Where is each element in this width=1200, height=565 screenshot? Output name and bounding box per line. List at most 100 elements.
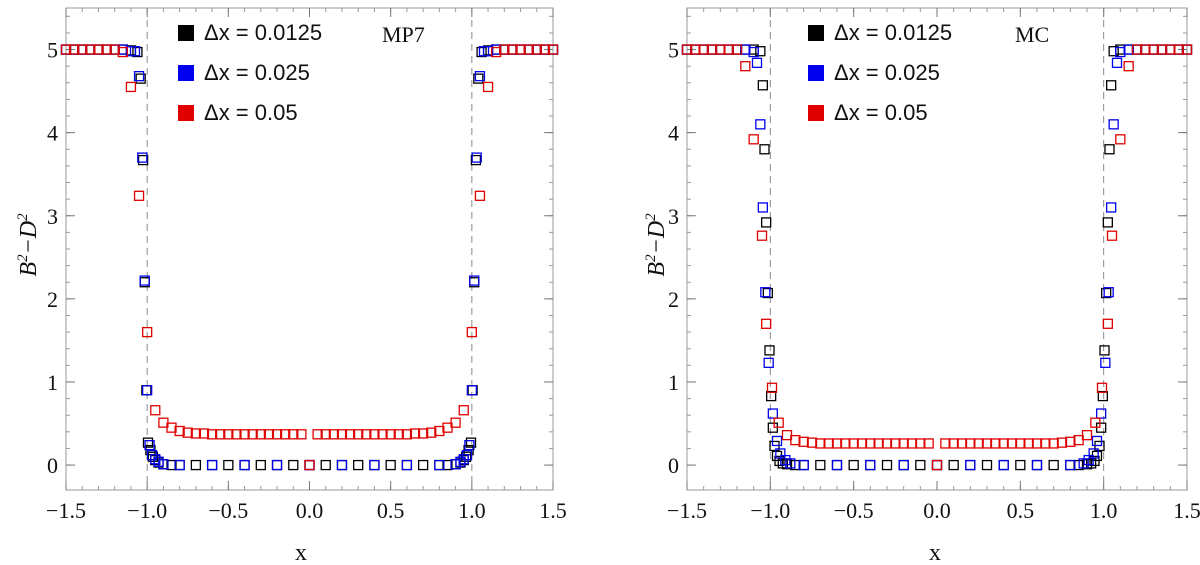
data-point: [873, 438, 884, 449]
data-point: [898, 438, 909, 449]
data-point: [1156, 44, 1168, 55]
data-point: [1156, 44, 1168, 55]
legend-swatch: [808, 65, 824, 81]
data-point: [182, 427, 193, 438]
data-point: [771, 435, 783, 447]
data-point: [263, 429, 275, 440]
data-point: [890, 438, 901, 449]
data-point: [458, 405, 469, 416]
data-point: [1065, 459, 1076, 471]
data-point: [77, 44, 88, 55]
data-point: [206, 459, 218, 471]
data-point: [981, 459, 993, 471]
data-point: [781, 430, 793, 441]
series: [681, 44, 1193, 471]
data-point: [1115, 134, 1126, 145]
data-point: [344, 429, 356, 440]
data-point: [1081, 430, 1093, 441]
data-point: [206, 459, 218, 471]
data-point: [174, 425, 185, 437]
data-point: [1108, 119, 1119, 130]
x-tick-label: −0.5: [208, 498, 248, 523]
data-point: [476, 46, 487, 58]
data-point: [1131, 44, 1143, 55]
data-point: [698, 44, 709, 55]
data-point: [1088, 448, 1099, 459]
data-point: [865, 459, 876, 471]
data-point: [762, 287, 773, 299]
data-point: [1173, 44, 1184, 55]
data-point: [1097, 390, 1108, 402]
legend-label: Δx = 0.0125: [204, 20, 322, 45]
data-point: [190, 459, 202, 471]
data-point: [756, 230, 768, 241]
panel-label: MP7: [382, 22, 425, 47]
data-point: [965, 459, 976, 471]
data-point: [288, 459, 299, 471]
data-point: [965, 438, 976, 449]
data-point: [401, 459, 413, 471]
data-point: [1056, 437, 1068, 448]
data-point: [158, 459, 169, 470]
data-point: [482, 46, 494, 57]
data-point: [255, 429, 266, 440]
data-point: [139, 275, 150, 286]
data-point: [848, 459, 859, 471]
data-point: [706, 44, 718, 55]
data-point: [740, 44, 751, 55]
data-point: [706, 44, 718, 55]
data-point: [755, 46, 766, 57]
data-point: [798, 459, 809, 471]
legend: Δx = 0.0125 Δx = 0.025 Δx = 0.05: [808, 20, 952, 125]
data-point: [1111, 57, 1123, 68]
data-point: [681, 44, 693, 55]
data-point: [740, 44, 751, 55]
data-point: [981, 438, 993, 449]
data-point: [132, 46, 143, 58]
data-point: [1106, 80, 1117, 91]
data-point: [831, 459, 843, 471]
data-point: [336, 459, 348, 471]
data-point: [470, 154, 482, 166]
data-point: [474, 190, 486, 201]
data-point: [401, 459, 413, 471]
data-point: [761, 318, 772, 329]
x-tick-label: −0.5: [834, 498, 874, 523]
data-point: [1131, 44, 1143, 55]
data-point: [1100, 357, 1111, 369]
data-point: [940, 438, 951, 449]
legend-label: Δx = 0.05: [204, 100, 298, 125]
data-point: [731, 44, 743, 55]
data-point: [133, 190, 145, 201]
data-point: [279, 429, 291, 440]
data-point: [247, 429, 258, 440]
data-point: [296, 429, 307, 440]
data-point: [239, 459, 250, 471]
data-point: [1148, 44, 1159, 55]
data-point: [198, 428, 210, 439]
data-point: [948, 438, 959, 449]
data-point: [757, 202, 768, 213]
data-point: [369, 429, 380, 440]
data-point: [255, 459, 266, 471]
data-point: [1015, 459, 1026, 471]
data-point: [806, 437, 818, 448]
legend-swatch: [178, 65, 194, 81]
data-point: [174, 459, 185, 471]
y-tick-label: 1: [47, 370, 58, 395]
data-point: [450, 417, 461, 428]
data-point: [206, 429, 218, 440]
y-axis-label-sup-1: 2: [643, 254, 659, 262]
x-tick-label: 1.0: [1090, 498, 1118, 523]
x-tick-label: 0.5: [377, 498, 405, 523]
data-point: [455, 456, 466, 467]
data-point: [150, 405, 161, 416]
data-point: [320, 429, 331, 440]
data-point: [223, 429, 234, 440]
data-point: [304, 459, 315, 471]
x-tick-label: 1.5: [1173, 498, 1200, 523]
data-point: [239, 429, 250, 440]
data-point: [369, 459, 380, 471]
y-tick-label: 4: [668, 121, 679, 146]
data-point: [1065, 459, 1076, 471]
